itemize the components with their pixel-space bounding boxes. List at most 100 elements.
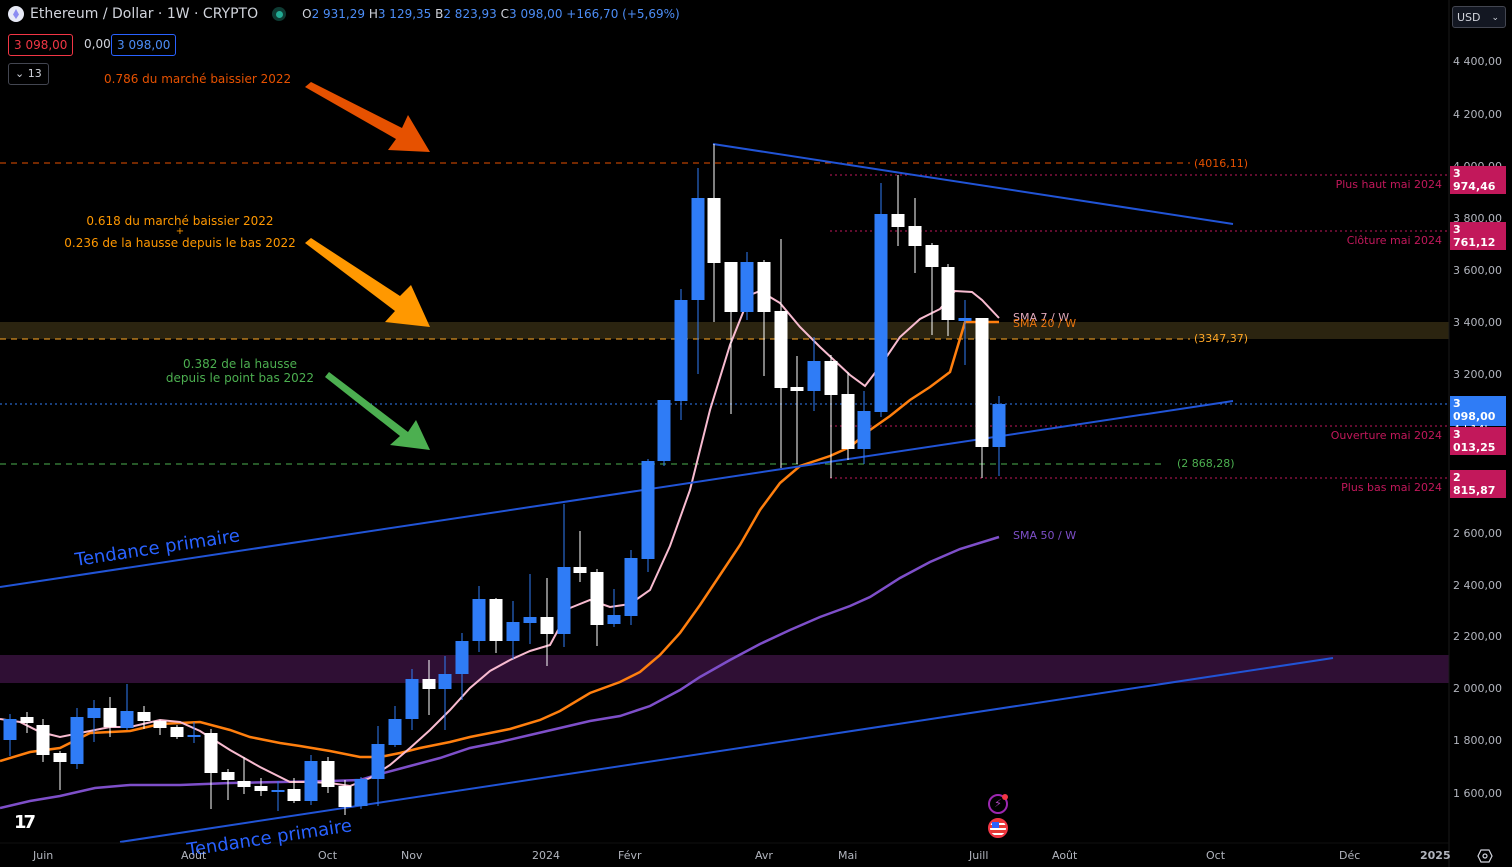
symbol-title[interactable]: Ethereum / Dollar · 1W · CRYPTO (30, 6, 259, 22)
candle-body[interactable] (891, 214, 905, 227)
candle-body[interactable] (540, 617, 554, 634)
settings-gear-icon[interactable] (1477, 849, 1493, 863)
candle-body[interactable] (103, 708, 117, 727)
candle-body[interactable] (975, 318, 989, 447)
indicators-toggle-button[interactable]: ⌄ 13 (8, 63, 49, 85)
candle-body[interactable] (641, 461, 655, 559)
buy-button[interactable]: 3 098,00 (111, 34, 177, 56)
candle-body[interactable] (824, 361, 838, 395)
arrow-orange (305, 238, 430, 327)
candle-body[interactable] (707, 198, 721, 263)
candle-body[interactable] (489, 599, 503, 641)
candle-body[interactable] (774, 311, 788, 388)
candle-body[interactable] (3, 719, 17, 740)
time-tick: 2025 (1420, 849, 1451, 862)
candle-body[interactable] (506, 622, 520, 641)
candle-body[interactable] (874, 214, 888, 412)
candle-body[interactable] (607, 615, 621, 624)
candle-body[interactable] (807, 361, 821, 391)
candle-body[interactable] (287, 789, 301, 801)
tag-last-price: 3 098,00 4d 14h (1450, 396, 1506, 436)
price-tick: 3 200,00 (1453, 368, 1502, 381)
may-low-label: Plus bas mai 2024 (1341, 481, 1442, 494)
candle-body[interactable] (254, 786, 268, 791)
candle-body[interactable] (925, 245, 939, 267)
candle-body[interactable] (20, 717, 34, 723)
candle-body[interactable] (691, 198, 705, 300)
chevron-down-icon: ⌄ (15, 67, 28, 80)
time-tick: Avr (755, 849, 773, 862)
candle-body[interactable] (472, 599, 486, 641)
candle-body[interactable] (405, 679, 419, 719)
candle-body[interactable] (790, 387, 804, 391)
candle-body[interactable] (87, 708, 101, 718)
candle-body[interactable] (908, 226, 922, 246)
price-tick: 1 800,00 (1453, 734, 1502, 747)
candle-body[interactable] (237, 781, 251, 787)
tag-may-close: 3 761,12 (1450, 222, 1506, 250)
annotation-fib-0786: 0.786 du marché baissier 2022 (104, 72, 292, 86)
candle-body[interactable] (624, 558, 638, 616)
descending-trendline (712, 143, 1234, 225)
candle-body[interactable] (841, 394, 855, 449)
ethereum-logo-icon (8, 6, 24, 22)
candle-body[interactable] (354, 779, 368, 806)
tag-may-low: 2 815,87 (1450, 470, 1506, 498)
candle-body[interactable] (757, 262, 771, 312)
time-tick: Déc (1339, 849, 1361, 862)
candle-body[interactable] (573, 567, 587, 573)
candle-body[interactable] (204, 733, 218, 773)
candle-body[interactable] (221, 772, 235, 780)
candle-body[interactable] (371, 744, 385, 779)
candle-body[interactable] (438, 674, 452, 689)
candle-body[interactable] (657, 400, 671, 461)
arrow-green (325, 372, 430, 450)
candle-body[interactable] (36, 725, 50, 755)
candle-body[interactable] (187, 735, 201, 737)
candle-body[interactable] (557, 567, 571, 634)
primary-trendline-lower (119, 657, 1334, 843)
candle-body[interactable] (958, 318, 972, 321)
time-tick: Nov (401, 849, 423, 862)
candle-body[interactable] (388, 719, 402, 745)
sma20-label: SMA 20 / W (1013, 317, 1077, 330)
sma7-label: SMA 7 / W (1013, 311, 1070, 324)
candle-body[interactable] (70, 717, 84, 764)
sell-button[interactable]: 3 098,00 (8, 34, 74, 56)
candle-body[interactable] (271, 790, 285, 792)
price-change: +166,70 (+5,69%) (566, 7, 680, 21)
candle-body[interactable] (422, 679, 436, 689)
may-close-label: Clôture mai 2024 (1346, 234, 1442, 247)
candle-body[interactable] (53, 753, 67, 762)
candle-body[interactable] (170, 727, 184, 737)
price-tick: 3 600,00 (1453, 264, 1502, 277)
us-flag-event-icon[interactable] (988, 818, 1008, 838)
candle-body[interactable] (590, 572, 604, 625)
candle-body[interactable] (153, 721, 167, 728)
candle-body[interactable] (321, 761, 335, 787)
market-status-icon[interactable] (272, 7, 287, 21)
candle-body[interactable] (455, 641, 469, 674)
candle-body[interactable] (523, 617, 537, 623)
candle-body[interactable] (137, 712, 151, 721)
arrow-orange-red (305, 82, 430, 152)
candle-body[interactable] (941, 267, 955, 320)
currency-select[interactable]: USD ⌄ (1452, 6, 1506, 28)
time-tick: Oct (1206, 849, 1226, 862)
candle-body[interactable] (338, 786, 352, 807)
lightning-event-icon[interactable]: ⚡ (988, 794, 1008, 814)
tradingview-logo-icon[interactable]: 17 (14, 812, 36, 833)
candle-body[interactable] (724, 262, 738, 312)
time-tick: Juin (33, 849, 54, 862)
candle-body[interactable] (992, 404, 1006, 447)
price-tick: 3 400,00 (1453, 316, 1502, 329)
sma7-line (0, 289, 1000, 788)
candle-body[interactable] (740, 262, 754, 312)
candle-body[interactable] (120, 711, 134, 728)
candle-body[interactable] (304, 761, 318, 801)
level-2868-label: (2 868,28) (1177, 457, 1235, 470)
candle-body[interactable] (674, 300, 688, 401)
price-tick: 4 400,00 (1453, 55, 1502, 68)
candle-body[interactable] (857, 411, 871, 449)
